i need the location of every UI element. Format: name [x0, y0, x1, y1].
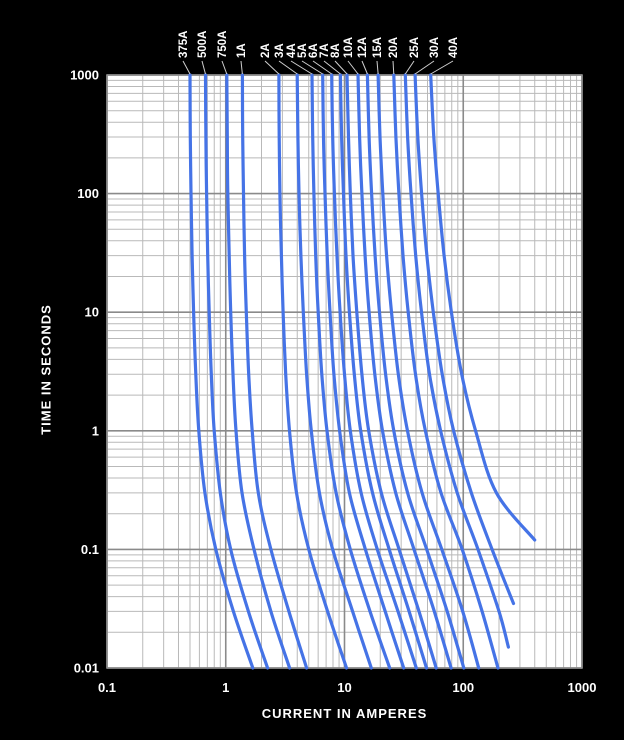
y-tick-label: 10 — [85, 305, 99, 320]
label-leader-line — [301, 60, 323, 75]
fuse-curve-20A — [392, 73, 500, 670]
y-tick-label: 1000 — [70, 68, 99, 83]
label-leader-line — [414, 60, 435, 75]
fuse-curve-40A — [429, 73, 537, 542]
label-leader-line — [201, 60, 206, 75]
curve-label-750A: 750A — [217, 31, 229, 59]
curve-label-25A: 25A — [409, 37, 421, 58]
y-tick-label: 0.1 — [81, 542, 99, 557]
label-leader-line — [334, 60, 348, 75]
curve-label-5A: 5A — [297, 43, 309, 58]
fuse-curve-2A — [277, 73, 349, 670]
fuse-curve-3A — [295, 73, 373, 670]
fuse-curve-375A — [188, 73, 255, 670]
label-leader-line — [376, 60, 379, 75]
label-leader-line — [347, 60, 359, 75]
fuse-curve-10A — [356, 73, 453, 670]
curve-label-4A: 4A — [286, 43, 298, 58]
y-axis-title: TIME IN SECONDS — [38, 304, 54, 435]
curve-label-10A: 10A — [343, 37, 355, 58]
x-axis-title: CURRENT IN AMPERES — [261, 706, 428, 721]
label-leader-line — [182, 60, 191, 75]
fuse-curve-7A — [338, 73, 429, 670]
label-leader-line — [264, 60, 280, 75]
fuse-curve-4A — [310, 73, 392, 670]
label-leader-line — [312, 60, 332, 75]
curve-label-7A: 7A — [319, 43, 331, 58]
curve-label-12A: 12A — [357, 37, 369, 58]
x-tick-label: 1000 — [568, 680, 597, 695]
label-leader-line — [404, 60, 415, 75]
fuse-curve-750A — [225, 73, 292, 670]
fuse-curve-15A — [376, 73, 481, 670]
x-tick-label: 0.1 — [98, 680, 116, 695]
x-tick-label: 1 — [222, 680, 229, 695]
curve-label-375A: 375A — [178, 31, 190, 59]
curve-label-1A: 1A — [236, 43, 248, 58]
fuse-curve-30A — [413, 73, 516, 606]
label-leader-line — [221, 60, 228, 75]
label-leader-line — [392, 60, 395, 75]
label-leader-line — [323, 60, 341, 75]
fuse-curve-500A — [203, 73, 270, 670]
label-leader-line — [430, 60, 454, 75]
curve-label-20A: 20A — [388, 37, 400, 58]
fuse-curve-12A — [365, 73, 466, 670]
y-tick-label: 0.01 — [74, 661, 99, 676]
curve-label-8A: 8A — [330, 43, 342, 58]
fuse-curve-1A — [240, 73, 309, 670]
curve-label-2A: 2A — [260, 43, 272, 58]
label-leader-line — [361, 60, 368, 75]
y-tick-label: 100 — [77, 186, 99, 201]
curve-label-500A: 500A — [197, 31, 209, 59]
curve-label-15A: 15A — [372, 37, 384, 58]
curve-label-40A: 40A — [448, 37, 460, 58]
fuse-curve-25A — [403, 73, 510, 649]
label-leader-line — [240, 60, 243, 75]
curve-label-6A: 6A — [308, 43, 320, 58]
label-leader-line — [290, 60, 313, 75]
fuse-curve-6A — [330, 73, 418, 670]
curve-label-3A: 3A — [274, 43, 286, 58]
fuse-curve-8A — [345, 73, 438, 670]
fuse-curve-5A — [321, 73, 406, 670]
x-tick-label: 100 — [452, 680, 474, 695]
y-tick-label: 1 — [92, 423, 99, 438]
fuse-curves — [188, 73, 537, 670]
curve-label-30A: 30A — [429, 37, 441, 58]
label-leader-line — [278, 60, 298, 75]
x-tick-label: 10 — [337, 680, 351, 695]
